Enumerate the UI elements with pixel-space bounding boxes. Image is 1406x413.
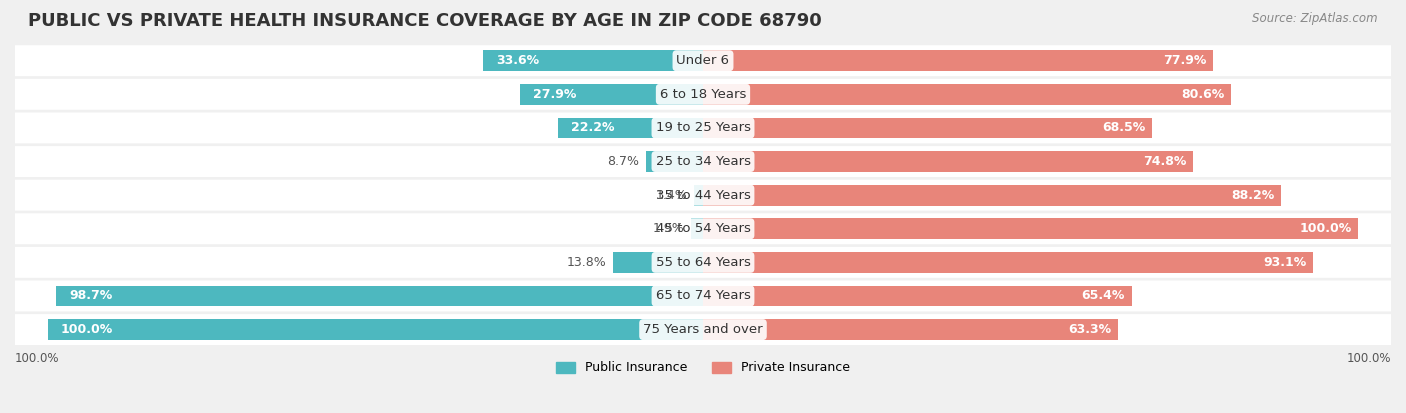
Bar (56, 285, 703, 306)
Bar (703, 50, 1213, 71)
Text: 19 to 25 Years: 19 to 25 Years (655, 121, 751, 135)
Text: 27.9%: 27.9% (533, 88, 576, 101)
Text: 98.7%: 98.7% (69, 290, 112, 302)
Bar (703, 252, 1313, 273)
FancyBboxPatch shape (15, 180, 1391, 211)
Text: 65.4%: 65.4% (1081, 290, 1125, 302)
FancyBboxPatch shape (15, 280, 1391, 311)
Text: 35 to 44 Years: 35 to 44 Years (655, 189, 751, 202)
Text: 80.6%: 80.6% (1181, 88, 1225, 101)
Text: 100.0%: 100.0% (1299, 222, 1351, 235)
Text: 100.0%: 100.0% (60, 323, 112, 336)
Bar (703, 319, 1118, 340)
Text: 74.8%: 74.8% (1143, 155, 1187, 168)
Text: 93.1%: 93.1% (1263, 256, 1306, 269)
Text: Under 6: Under 6 (676, 54, 730, 67)
Bar (703, 151, 1194, 172)
Text: 100.0%: 100.0% (15, 351, 59, 365)
Text: 1.4%: 1.4% (655, 189, 688, 202)
Text: 65 to 74 Years: 65 to 74 Years (655, 290, 751, 302)
Text: 25 to 34 Years: 25 to 34 Years (655, 155, 751, 168)
FancyBboxPatch shape (15, 45, 1391, 76)
FancyBboxPatch shape (15, 79, 1391, 110)
Text: 1.9%: 1.9% (652, 222, 683, 235)
Bar (693, 185, 703, 206)
Text: PUBLIC VS PRIVATE HEALTH INSURANCE COVERAGE BY AGE IN ZIP CODE 68790: PUBLIC VS PRIVATE HEALTH INSURANCE COVER… (28, 12, 823, 31)
Bar (703, 285, 1132, 306)
FancyBboxPatch shape (15, 146, 1391, 177)
Text: 6 to 18 Years: 6 to 18 Years (659, 88, 747, 101)
Bar (520, 84, 703, 105)
Bar (703, 185, 1281, 206)
Text: 45 to 54 Years: 45 to 54 Years (655, 222, 751, 235)
FancyBboxPatch shape (15, 314, 1391, 345)
Text: 63.3%: 63.3% (1069, 323, 1111, 336)
Text: 75 Years and over: 75 Years and over (643, 323, 763, 336)
Text: 13.8%: 13.8% (567, 256, 606, 269)
Bar (703, 218, 1358, 239)
Text: 8.7%: 8.7% (607, 155, 640, 168)
Bar (613, 252, 703, 273)
Text: 55 to 64 Years: 55 to 64 Years (655, 256, 751, 269)
Text: 22.2%: 22.2% (571, 121, 614, 135)
FancyBboxPatch shape (15, 247, 1391, 278)
Bar (703, 84, 1232, 105)
Legend: Public Insurance, Private Insurance: Public Insurance, Private Insurance (551, 356, 855, 380)
Text: 100.0%: 100.0% (1347, 351, 1391, 365)
Text: Source: ZipAtlas.com: Source: ZipAtlas.com (1253, 12, 1378, 25)
Bar (558, 118, 703, 138)
Text: 68.5%: 68.5% (1102, 121, 1146, 135)
Text: 77.9%: 77.9% (1164, 54, 1206, 67)
Bar (703, 118, 1152, 138)
FancyBboxPatch shape (15, 213, 1391, 244)
FancyBboxPatch shape (15, 112, 1391, 143)
Bar (690, 218, 703, 239)
Text: 33.6%: 33.6% (496, 54, 538, 67)
Bar (645, 151, 703, 172)
Bar (482, 50, 703, 71)
Text: 88.2%: 88.2% (1232, 189, 1274, 202)
Bar (48, 319, 703, 340)
